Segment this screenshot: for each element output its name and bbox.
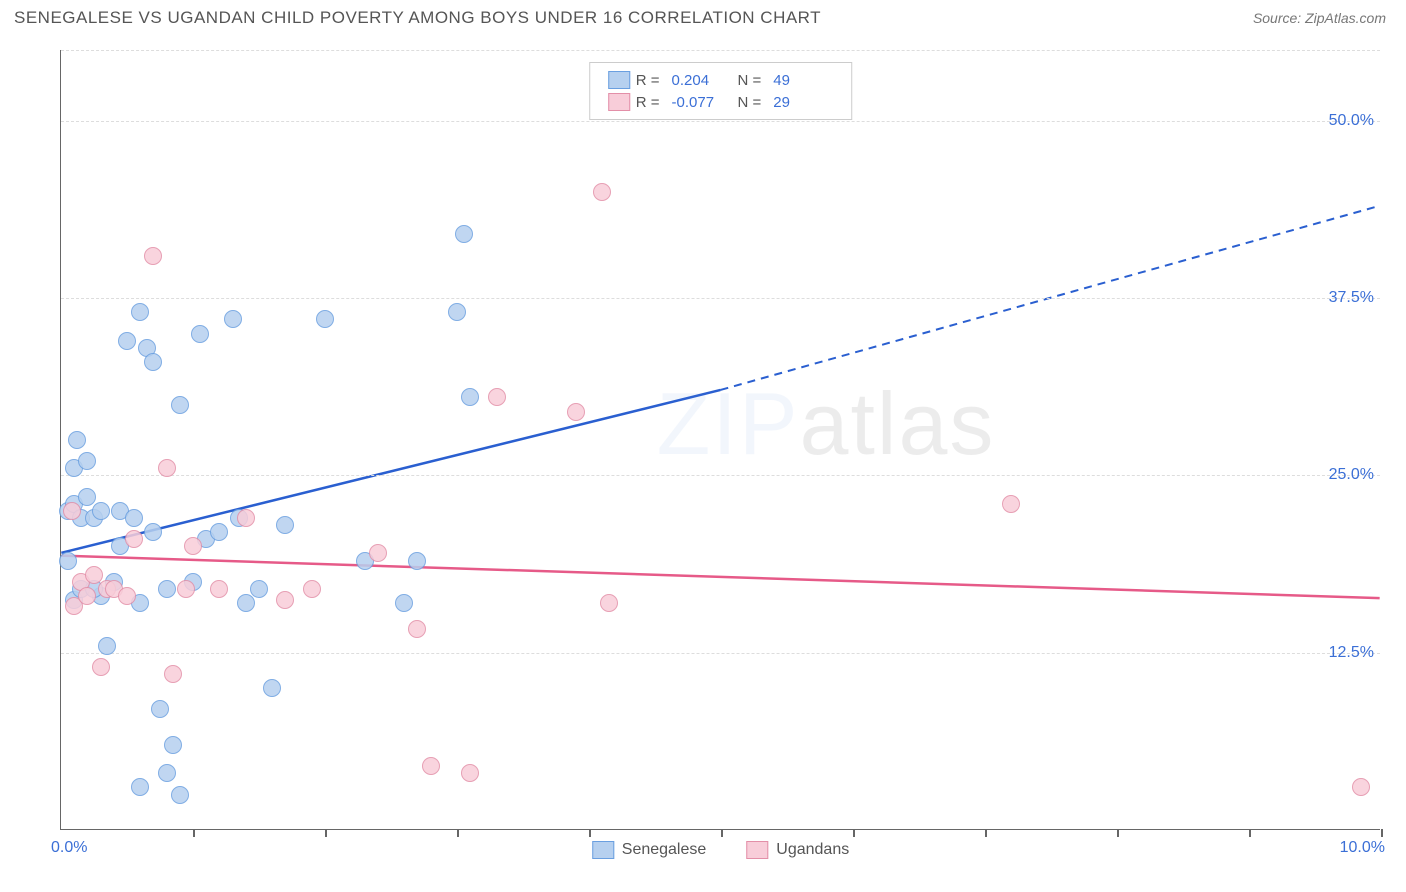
data-point xyxy=(78,488,96,506)
x-tick xyxy=(721,829,723,837)
x-tick xyxy=(193,829,195,837)
data-point xyxy=(210,580,228,598)
series-legend: Senegalese Ugandans xyxy=(592,841,849,859)
x-tick-first: 0.0% xyxy=(51,839,87,857)
data-point xyxy=(461,388,479,406)
data-point xyxy=(158,580,176,598)
data-point xyxy=(461,764,479,782)
x-tick xyxy=(1117,829,1119,837)
data-point xyxy=(184,537,202,555)
legend-swatch-ugandans xyxy=(746,841,768,859)
legend-row-ugandans: R = -0.077 N = 29 xyxy=(608,91,834,113)
data-point xyxy=(118,587,136,605)
data-point xyxy=(171,396,189,414)
regression-lines-layer xyxy=(61,50,1380,829)
data-point xyxy=(164,665,182,683)
data-point xyxy=(600,594,618,612)
legend-label-ugandans: Ugandans xyxy=(776,841,849,859)
data-point xyxy=(263,679,281,697)
r-value-senegalese: 0.204 xyxy=(672,72,732,89)
legend-row-senegalese: R = 0.204 N = 49 xyxy=(608,69,834,91)
watermark: ZIPatlas xyxy=(657,373,996,475)
data-point xyxy=(210,523,228,541)
data-point xyxy=(98,637,116,655)
data-point xyxy=(237,509,255,527)
r-value-ugandans: -0.077 xyxy=(672,94,732,111)
data-point xyxy=(369,544,387,562)
gridline xyxy=(61,121,1380,122)
plot-area: ZIPatlas R = 0.204 N = 49 R = -0.077 N =… xyxy=(60,50,1380,830)
data-point xyxy=(422,757,440,775)
n-value-senegalese: 49 xyxy=(773,72,833,89)
x-tick-last: 10.0% xyxy=(1340,839,1385,857)
y-tick-label: 25.0% xyxy=(1329,466,1374,484)
data-point xyxy=(567,403,585,421)
data-point xyxy=(158,459,176,477)
data-point xyxy=(144,523,162,541)
data-point xyxy=(224,310,242,328)
data-point xyxy=(68,431,86,449)
data-point xyxy=(303,580,321,598)
swatch-ugandans xyxy=(608,93,630,111)
data-point xyxy=(455,225,473,243)
y-tick-label: 12.5% xyxy=(1329,644,1374,662)
x-tick xyxy=(589,829,591,837)
data-point xyxy=(78,452,96,470)
source-label: Source: ZipAtlas.com xyxy=(1253,10,1386,26)
gridline xyxy=(61,50,1380,51)
data-point xyxy=(1352,778,1370,796)
data-point xyxy=(92,502,110,520)
gridline xyxy=(61,653,1380,654)
chart-container: Child Poverty Among Boys Under 16 ZIPatl… xyxy=(14,40,1392,880)
data-point xyxy=(276,591,294,609)
data-point xyxy=(250,580,268,598)
legend-label-senegalese: Senegalese xyxy=(622,841,707,859)
x-tick xyxy=(985,829,987,837)
data-point xyxy=(593,183,611,201)
data-point xyxy=(131,303,149,321)
data-point xyxy=(125,530,143,548)
data-point xyxy=(78,587,96,605)
correlation-legend: R = 0.204 N = 49 R = -0.077 N = 29 xyxy=(589,62,853,120)
chart-title: SENEGALESE VS UGANDAN CHILD POVERTY AMON… xyxy=(14,8,821,28)
data-point xyxy=(125,509,143,527)
data-point xyxy=(1002,495,1020,513)
y-tick-label: 37.5% xyxy=(1329,289,1374,307)
data-point xyxy=(92,658,110,676)
data-point xyxy=(276,516,294,534)
legend-item-ugandans: Ugandans xyxy=(746,841,849,859)
data-point xyxy=(59,552,77,570)
data-point xyxy=(316,310,334,328)
x-tick xyxy=(1381,829,1383,837)
data-point xyxy=(395,594,413,612)
data-point xyxy=(144,247,162,265)
data-point xyxy=(171,786,189,804)
x-tick xyxy=(1249,829,1251,837)
x-tick xyxy=(457,829,459,837)
data-point xyxy=(63,502,81,520)
gridline xyxy=(61,298,1380,299)
data-point xyxy=(448,303,466,321)
x-tick xyxy=(325,829,327,837)
y-tick-label: 50.0% xyxy=(1329,112,1374,130)
legend-item-senegalese: Senegalese xyxy=(592,841,707,859)
data-point xyxy=(158,764,176,782)
legend-swatch-senegalese xyxy=(592,841,614,859)
data-point xyxy=(177,580,195,598)
data-point xyxy=(118,332,136,350)
data-point xyxy=(237,594,255,612)
n-value-ugandans: 29 xyxy=(773,94,833,111)
data-point xyxy=(191,325,209,343)
data-point xyxy=(131,778,149,796)
data-point xyxy=(85,566,103,584)
x-tick xyxy=(853,829,855,837)
data-point xyxy=(408,620,426,638)
swatch-senegalese xyxy=(608,71,630,89)
data-point xyxy=(144,353,162,371)
data-point xyxy=(408,552,426,570)
gridline xyxy=(61,475,1380,476)
data-point xyxy=(151,700,169,718)
data-point xyxy=(164,736,182,754)
data-point xyxy=(488,388,506,406)
